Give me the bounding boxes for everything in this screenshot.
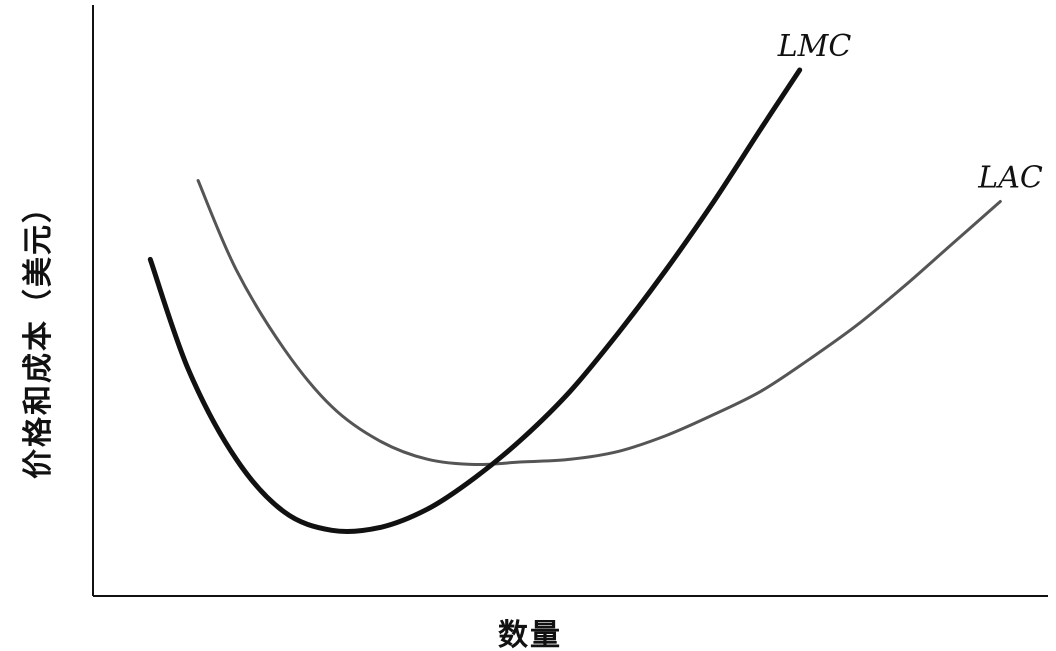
y-axis-title: 价格和成本（美元） bbox=[21, 191, 56, 479]
lmc-curve bbox=[147, 67, 803, 535]
lac-curve bbox=[196, 179, 1002, 467]
lac-series-label: LAC bbox=[977, 161, 1043, 196]
lmc-series-label: LMC bbox=[777, 29, 852, 64]
x-axis-title: 数量 bbox=[498, 618, 562, 651]
